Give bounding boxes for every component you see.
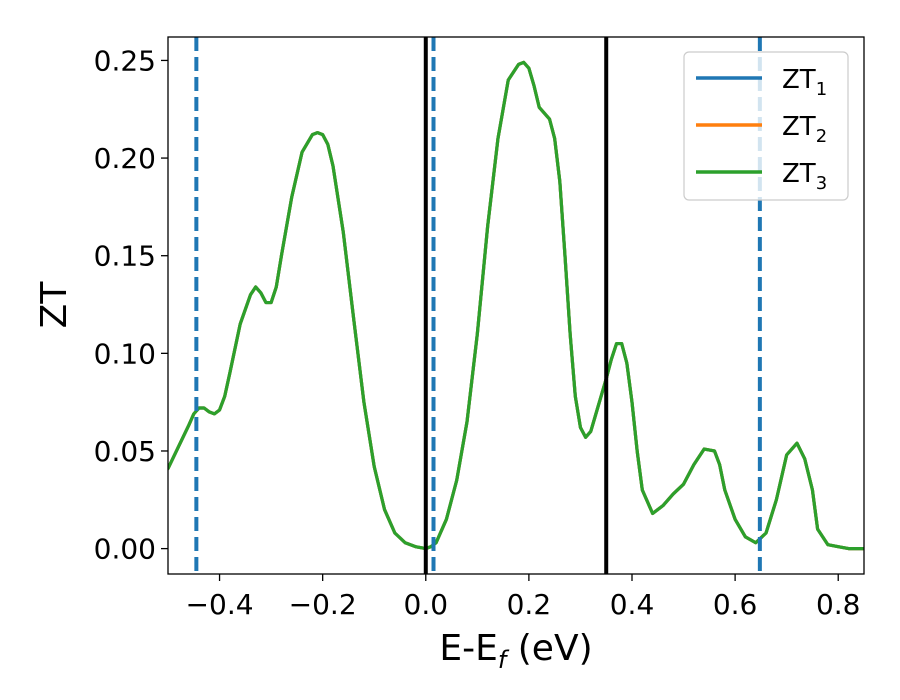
x-tick-label: 0.8 [816,588,861,621]
y-axis-label: ZT [34,281,75,329]
x-tick-label: 0.6 [713,588,758,621]
y-tick-label: 0.20 [94,142,156,175]
legend: ZT1 ZT2 ZT3 [683,51,849,201]
y-tick-label: 0.10 [94,337,156,370]
y-tick-label: 0.25 [94,44,156,77]
legend-label-3: ZT3 [782,159,827,194]
x-tick-label: −0.4 [186,588,254,621]
y-tick-label: 0.00 [94,533,156,566]
x-tick-label: 0.0 [404,588,449,621]
x-tick-label: 0.2 [507,588,552,621]
series-line-3 [168,60,864,551]
legend-box [683,51,849,201]
legend-label-1: ZT1 [782,65,827,100]
legend-label-2: ZT2 [782,112,827,147]
x-axis-ticks: −0.4 −0.2 0.0 0.2 0.4 0.6 0.8 [186,574,861,621]
x-tick-label: −0.2 [289,588,357,621]
x-tick-label: 0.4 [610,588,655,621]
y-tick-label: 0.15 [94,240,156,273]
y-tick-label: 0.05 [94,435,156,468]
x-axis-label: E-Ef (eV) [439,628,592,674]
plot-frame [167,36,865,575]
y-axis-ticks: 0.00 0.05 0.10 0.15 0.20 0.25 [94,44,168,566]
